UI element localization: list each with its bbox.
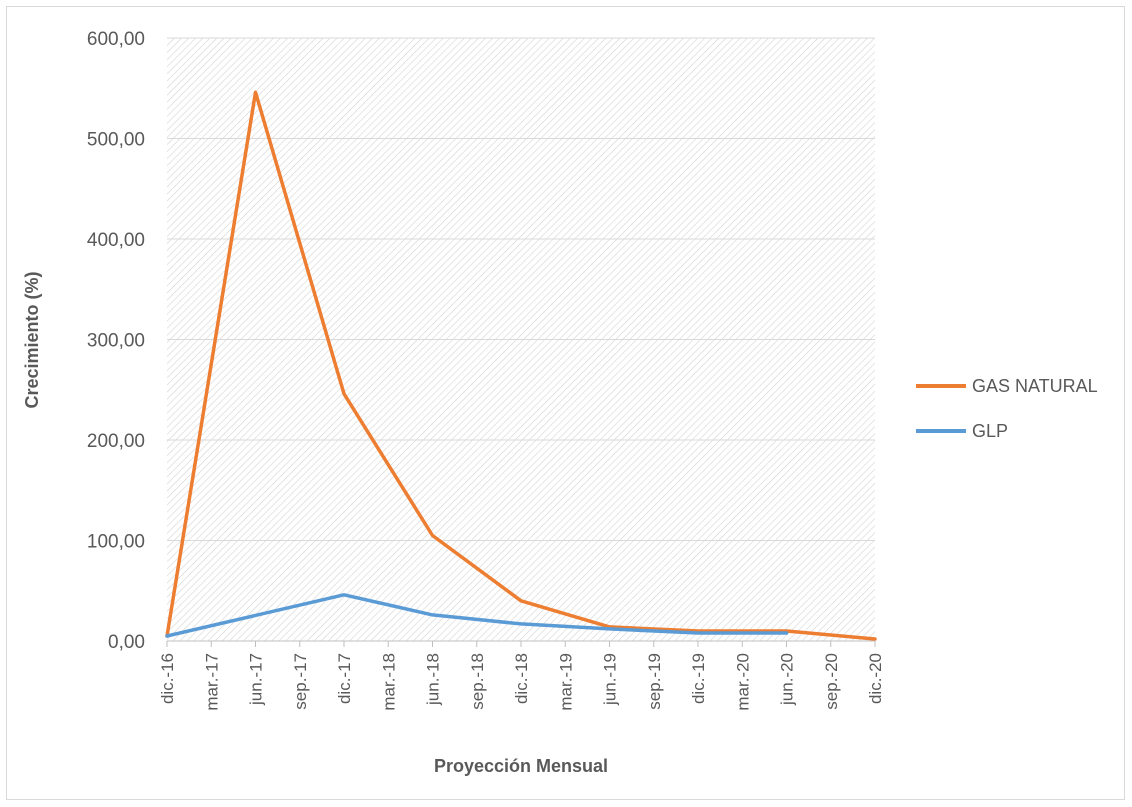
x-tick-label: dic.-16 xyxy=(158,653,177,704)
x-tick-label: dic.-19 xyxy=(689,653,708,704)
series-lines xyxy=(165,90,877,641)
series-line-glp xyxy=(165,593,789,638)
y-tick-label: 300,00 xyxy=(87,331,145,352)
x-tick-label: dic.-18 xyxy=(512,653,531,704)
y-axis-ticks: 0,00 100,00 200,00 300,00 400,00 500,00 600,00 xyxy=(87,29,145,653)
y-tick-label: 100,00 xyxy=(87,532,145,553)
x-tick-label: sep.-18 xyxy=(468,653,487,710)
legend: GAS NATURAL GLP xyxy=(916,376,1098,441)
x-tick-label: dic.-20 xyxy=(866,653,885,704)
legend-label-gas-natural: GAS NATURAL xyxy=(972,376,1098,396)
x-tick-label: mar.-18 xyxy=(379,653,398,711)
y-tick-label: 600,00 xyxy=(87,29,145,50)
x-tick-label: jun.-19 xyxy=(601,653,620,706)
x-tick-label: jun.-20 xyxy=(778,653,797,706)
y-tick-label: 200,00 xyxy=(87,431,145,452)
y-tick-label: 400,00 xyxy=(87,230,145,251)
y-tick-label: 500,00 xyxy=(87,130,145,151)
legend-label-glp: GLP xyxy=(972,421,1008,441)
x-tick-label: mar.-17 xyxy=(202,653,221,711)
x-tick-label: sep.-20 xyxy=(822,653,841,710)
x-axis-title: Proyección Mensual xyxy=(434,756,608,776)
x-tick-label: sep.-19 xyxy=(645,653,664,710)
y-axis-title: Crecimiento (%) xyxy=(22,271,42,408)
y-tick-label: 0,00 xyxy=(108,632,145,653)
x-tick-label: sep.-17 xyxy=(291,653,310,710)
x-axis-ticks: dic.-16 mar.-17 jun.-17 sep.-17 dic.-17 mar.-… xyxy=(158,641,885,711)
x-tick-label: dic.-17 xyxy=(335,653,354,704)
x-tick-label: mar.-20 xyxy=(733,653,752,711)
series-line-gas-natural xyxy=(165,90,877,641)
x-tick-label: mar.-19 xyxy=(556,653,575,711)
x-tick-label: jun.-18 xyxy=(424,653,443,706)
x-tick-label: jun.-17 xyxy=(247,653,266,706)
